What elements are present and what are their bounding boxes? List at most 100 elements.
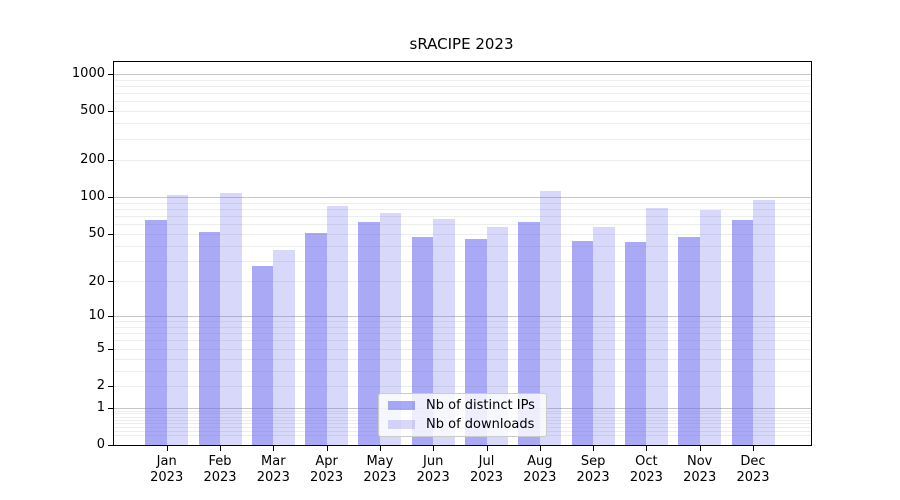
minor-gridline	[114, 333, 811, 334]
major-gridline	[114, 74, 811, 75]
bar-downloads	[433, 219, 455, 445]
minor-gridline	[114, 139, 811, 140]
minor-gridline	[114, 327, 811, 328]
bar-downloads	[539, 190, 562, 445]
y-tick-label: 0	[96, 437, 105, 452]
x-tick-label: Jul 2023	[469, 454, 504, 485]
x-tick	[539, 446, 541, 451]
y-tick	[108, 445, 113, 446]
y-tick-label: 1000	[71, 66, 105, 81]
x-tick	[220, 446, 221, 451]
x-tick-label: Feb 2023	[203, 454, 237, 485]
x-tick	[166, 446, 168, 451]
x-tick-label: Nov 2023	[683, 454, 717, 485]
bar-distinct-ips	[678, 237, 700, 445]
bar-distinct-ips	[518, 221, 540, 445]
minor-gridline	[114, 111, 811, 112]
bar-downloads	[646, 208, 668, 445]
y-tick-label: 10	[88, 308, 105, 324]
y-tick	[108, 74, 113, 75]
bar-distinct-ips	[624, 241, 647, 445]
minor-gridline	[114, 234, 811, 235]
x-tick	[646, 446, 648, 451]
bar-distinct-ips	[358, 221, 380, 445]
bar-distinct-ips	[145, 220, 167, 445]
x-tick	[273, 446, 275, 451]
x-tick	[753, 446, 754, 451]
x-tick-label: Jun 2023	[416, 454, 450, 485]
bar-downloads	[593, 226, 615, 445]
x-tick	[486, 446, 488, 451]
minor-gridline	[114, 203, 811, 204]
y-tick-label: 200	[80, 152, 105, 168]
minor-gridline	[114, 86, 811, 87]
major-gridline	[114, 197, 811, 198]
minor-gridline	[114, 93, 811, 94]
minor-gridline	[114, 160, 811, 161]
plot-area: 0 1 2 5 10 20 50 100 200 500 1000 Jan 2023 Feb 2023 M…	[72, 61, 812, 485]
bar-distinct-ips	[198, 231, 220, 445]
y-tick-label: 5	[96, 340, 105, 356]
minor-gridline	[114, 359, 811, 360]
minor-gridline	[114, 371, 811, 372]
y-tick	[108, 111, 113, 112]
y-tick-label: 1	[96, 399, 105, 415]
bar-downloads	[326, 205, 349, 445]
y-tick	[108, 408, 113, 409]
minor-gridline	[114, 209, 811, 210]
minor-gridline	[114, 261, 811, 262]
x-tick-label: Apr 2023	[310, 454, 344, 485]
x-tick-label: Sep 2023	[576, 454, 610, 485]
legend-item-downloads: Nb of downloads	[388, 416, 537, 432]
minor-gridline	[114, 224, 811, 225]
bar-downloads	[486, 226, 508, 445]
bar-distinct-ips	[251, 266, 274, 445]
minor-gridline	[114, 216, 811, 217]
y-tick	[108, 234, 113, 235]
minor-gridline	[114, 386, 811, 387]
x-tick	[433, 446, 435, 451]
y-tick	[108, 349, 113, 350]
major-gridline	[114, 316, 811, 317]
minor-gridline	[114, 123, 811, 124]
legend-label: Nb of distinct IPs	[426, 397, 535, 413]
y-tick	[108, 160, 113, 161]
bar-downloads	[699, 210, 722, 445]
minor-gridline	[114, 281, 811, 282]
x-tick	[699, 446, 701, 451]
bar-downloads	[379, 213, 402, 445]
y-tick	[108, 316, 113, 317]
x-tick-label: May 2023	[363, 454, 397, 485]
legend-swatch	[388, 401, 415, 410]
bar-downloads	[220, 192, 242, 445]
bar-downloads	[753, 199, 775, 445]
chart-title: sRACIPE 2023	[409, 35, 514, 53]
x-tick-label: Mar 2023	[256, 454, 290, 485]
legend-swatch	[388, 420, 415, 429]
x-tick-label: Jan 2023	[150, 454, 184, 485]
x-tick	[593, 446, 595, 451]
minor-gridline	[114, 321, 811, 322]
minor-gridline	[114, 340, 811, 341]
y-tick	[108, 197, 113, 198]
y-tick	[108, 386, 113, 387]
bar-distinct-ips	[571, 240, 594, 445]
x-tick	[326, 446, 328, 451]
y-tick	[108, 281, 113, 282]
bar-downloads	[166, 195, 189, 445]
x-tick	[379, 446, 381, 451]
y-tick-label: 100	[80, 189, 105, 205]
y-tick-label: 2	[96, 378, 105, 393]
minor-gridline	[114, 80, 811, 81]
x-tick-label: Oct 2023	[629, 454, 663, 485]
minor-gridline	[114, 101, 811, 102]
y-tick-label: 50	[88, 225, 105, 241]
minor-gridline	[114, 246, 811, 247]
legend-label: Nb of downloads	[426, 416, 535, 432]
bar-distinct-ips	[731, 220, 753, 445]
minor-gridline	[114, 349, 811, 350]
bar-downloads	[273, 249, 295, 445]
x-tick-label: Dec 2023	[736, 454, 770, 485]
y-tick-label: 20	[88, 273, 105, 289]
